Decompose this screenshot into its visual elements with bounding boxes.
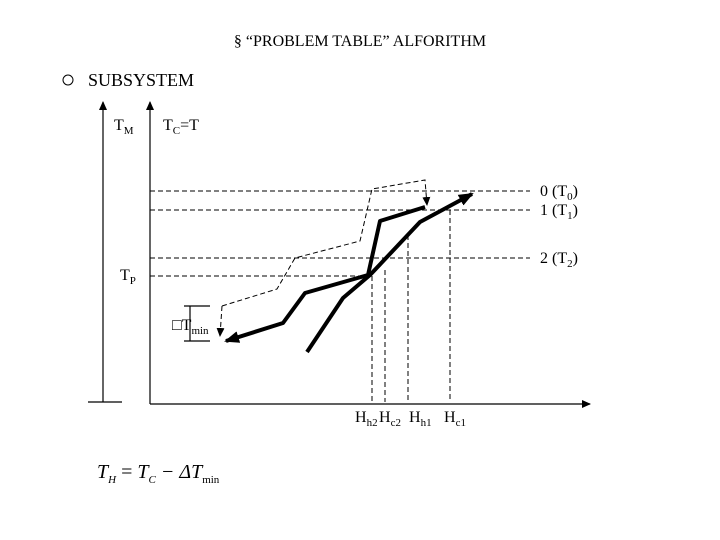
label-main: T	[114, 117, 124, 134]
label-main: 1 (T	[540, 202, 567, 219]
label-main: T	[163, 117, 173, 134]
shifted-curve	[221, 179, 431, 307]
cold-curve	[305, 192, 474, 354]
formula-part: =	[116, 461, 137, 483]
title: § “PROBLEM TABLE” ALFORITHM	[234, 33, 486, 50]
label-main: 0 (T	[540, 183, 567, 200]
dtmin-label: □Tmin	[172, 317, 209, 337]
bullet-dot	[62, 74, 74, 86]
label-sub: h1	[421, 417, 432, 429]
label-main: □T	[172, 317, 192, 334]
formula-part: T	[97, 461, 110, 483]
label-sub: 0	[567, 191, 573, 203]
label-sub: 1	[567, 210, 573, 222]
formula-part: − ΔT	[156, 461, 204, 483]
label-sub: P	[130, 275, 136, 287]
label-rest: =T	[180, 117, 199, 134]
label-main: T	[120, 267, 130, 284]
formula: TH = TC − ΔTmin	[97, 461, 220, 486]
label-main: H	[409, 409, 421, 426]
hc2-label: Hc2	[379, 409, 401, 429]
label-rest: )	[573, 183, 578, 200]
label-main: H	[379, 409, 391, 426]
label-main: 2 (T	[540, 250, 567, 267]
bullet-text: SUBSYSTEM	[88, 70, 194, 90]
label-main: H	[444, 409, 456, 426]
label-main: H	[355, 409, 367, 426]
formula-sub: H	[107, 474, 117, 486]
label-sub: min	[191, 325, 209, 337]
tm-label: TM	[114, 117, 134, 137]
tp-label: TP	[120, 267, 136, 287]
label-sub: c1	[456, 417, 466, 429]
t1-label: 1 (T1)	[540, 202, 578, 222]
t2-label: 2 (T2)	[540, 250, 578, 270]
shifted-drop	[216, 305, 225, 337]
formula-sub: min	[202, 474, 220, 486]
hh2-label: Hh2	[355, 409, 378, 429]
formula-part: T	[137, 461, 150, 483]
hh1-label: Hh1	[409, 409, 432, 429]
tc-label: TC=T	[163, 117, 199, 137]
label-rest: )	[573, 250, 578, 267]
t0-label: 0 (T0)	[540, 183, 578, 203]
hot-curve	[224, 205, 426, 343]
label-sub: h2	[367, 417, 378, 429]
label-sub: c2	[391, 417, 401, 429]
label-sub: 2	[567, 258, 573, 270]
label-rest: )	[573, 202, 578, 219]
hc1-label: Hc1	[444, 409, 466, 429]
formula-sub: C	[148, 474, 156, 486]
label-sub: M	[124, 125, 134, 137]
label-sub: C	[173, 125, 180, 137]
